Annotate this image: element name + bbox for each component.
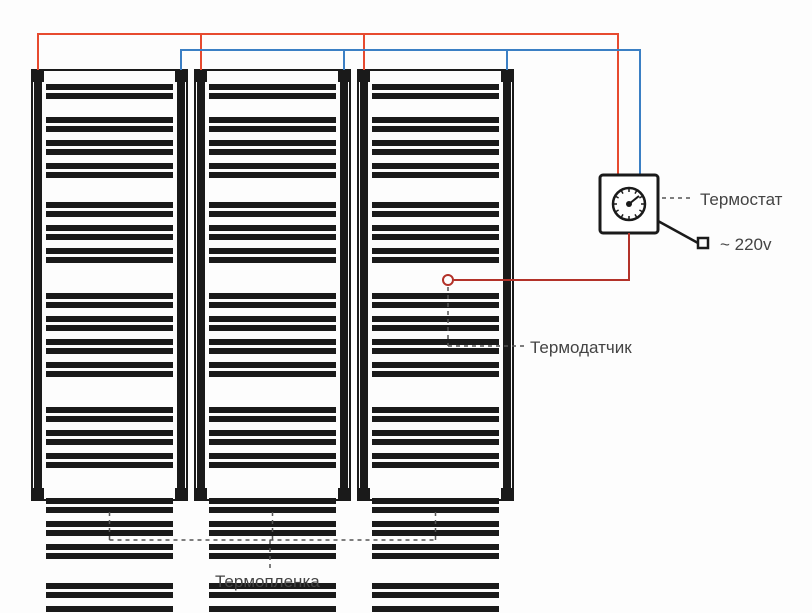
wiring-diagram xyxy=(0,0,812,613)
film-label: Термопленка xyxy=(215,572,320,592)
sensor-label: Термодатчик xyxy=(530,338,632,358)
thermostat-label: Термостат xyxy=(700,190,782,210)
voltage-label: ~ 220v xyxy=(720,235,772,255)
